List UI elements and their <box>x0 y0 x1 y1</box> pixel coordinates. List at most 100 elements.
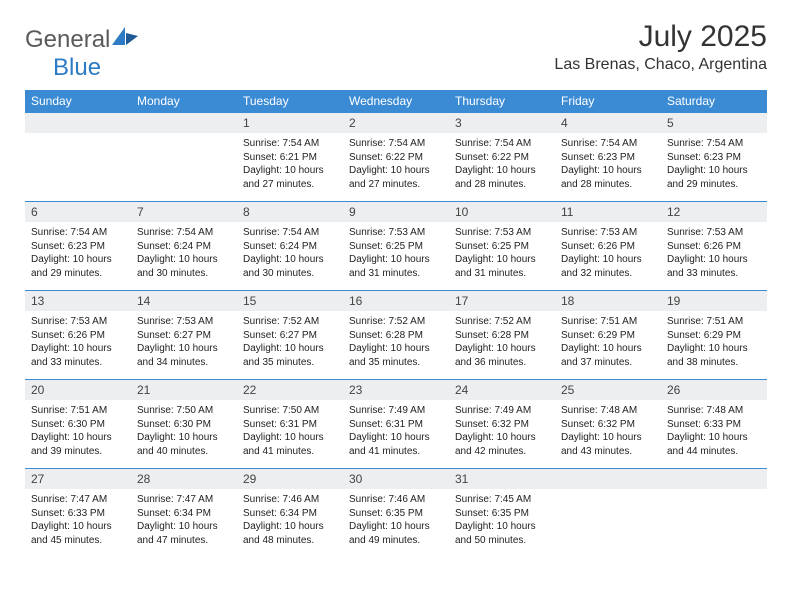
day-number-cell: 10 <box>449 202 555 223</box>
sunrise-line: Sunrise: 7:49 AM <box>349 404 443 418</box>
daynum-row: 6789101112 <box>25 202 767 223</box>
calendar-table: Sunday Monday Tuesday Wednesday Thursday… <box>25 90 767 557</box>
daynum-row: 2728293031 <box>25 469 767 490</box>
daylight-line: Daylight: 10 hours and 35 minutes. <box>349 342 443 369</box>
location-text: Las Brenas, Chaco, Argentina <box>554 56 767 74</box>
sunrise-line: Sunrise: 7:48 AM <box>667 404 761 418</box>
daylight-line: Daylight: 10 hours and 36 minutes. <box>455 342 549 369</box>
sunset-line: Sunset: 6:35 PM <box>349 507 443 521</box>
logo-sail-icon <box>112 27 138 47</box>
day-number-cell <box>131 113 237 134</box>
day-details-cell: Sunrise: 7:53 AMSunset: 6:25 PMDaylight:… <box>343 222 449 291</box>
sunrise-line: Sunrise: 7:53 AM <box>349 226 443 240</box>
day-details-cell: Sunrise: 7:53 AMSunset: 6:25 PMDaylight:… <box>449 222 555 291</box>
sunrise-line: Sunrise: 7:45 AM <box>455 493 549 507</box>
sunset-line: Sunset: 6:31 PM <box>349 418 443 432</box>
day-number-cell: 26 <box>661 380 767 401</box>
sunrise-line: Sunrise: 7:50 AM <box>137 404 231 418</box>
day-details-cell: Sunrise: 7:51 AMSunset: 6:29 PMDaylight:… <box>661 311 767 380</box>
day-details-cell <box>555 489 661 557</box>
sunset-line: Sunset: 6:29 PM <box>561 329 655 343</box>
details-row: Sunrise: 7:54 AMSunset: 6:23 PMDaylight:… <box>25 222 767 291</box>
sunset-line: Sunset: 6:34 PM <box>137 507 231 521</box>
daylight-line: Daylight: 10 hours and 27 minutes. <box>243 164 337 191</box>
sunset-line: Sunset: 6:28 PM <box>455 329 549 343</box>
sunrise-line: Sunrise: 7:51 AM <box>561 315 655 329</box>
daylight-line: Daylight: 10 hours and 47 minutes. <box>137 520 231 547</box>
daylight-line: Daylight: 10 hours and 39 minutes. <box>31 431 125 458</box>
sunset-line: Sunset: 6:23 PM <box>667 151 761 165</box>
daylight-line: Daylight: 10 hours and 28 minutes. <box>455 164 549 191</box>
daynum-row: 13141516171819 <box>25 291 767 312</box>
weekday-header: Thursday <box>449 90 555 113</box>
daylight-line: Daylight: 10 hours and 44 minutes. <box>667 431 761 458</box>
sunset-line: Sunset: 6:27 PM <box>243 329 337 343</box>
daylight-line: Daylight: 10 hours and 32 minutes. <box>561 253 655 280</box>
sunrise-line: Sunrise: 7:53 AM <box>667 226 761 240</box>
daylight-line: Daylight: 10 hours and 30 minutes. <box>243 253 337 280</box>
sunrise-line: Sunrise: 7:47 AM <box>137 493 231 507</box>
day-number-cell: 8 <box>237 202 343 223</box>
daylight-line: Daylight: 10 hours and 30 minutes. <box>137 253 231 280</box>
day-details-cell: Sunrise: 7:52 AMSunset: 6:28 PMDaylight:… <box>449 311 555 380</box>
day-number-cell: 24 <box>449 380 555 401</box>
day-number-cell: 19 <box>661 291 767 312</box>
day-number-cell: 11 <box>555 202 661 223</box>
day-number-cell: 28 <box>131 469 237 490</box>
sunset-line: Sunset: 6:33 PM <box>667 418 761 432</box>
day-number-cell: 23 <box>343 380 449 401</box>
sunset-line: Sunset: 6:34 PM <box>243 507 337 521</box>
day-details-cell: Sunrise: 7:48 AMSunset: 6:33 PMDaylight:… <box>661 400 767 469</box>
month-title: July 2025 <box>554 20 767 54</box>
day-details-cell: Sunrise: 7:52 AMSunset: 6:28 PMDaylight:… <box>343 311 449 380</box>
day-number-cell: 12 <box>661 202 767 223</box>
sunrise-line: Sunrise: 7:52 AM <box>349 315 443 329</box>
sunrise-line: Sunrise: 7:54 AM <box>349 137 443 151</box>
sunrise-line: Sunrise: 7:53 AM <box>137 315 231 329</box>
day-details-cell: Sunrise: 7:53 AMSunset: 6:26 PMDaylight:… <box>555 222 661 291</box>
sunrise-line: Sunrise: 7:52 AM <box>243 315 337 329</box>
sunrise-line: Sunrise: 7:46 AM <box>349 493 443 507</box>
weekday-header: Wednesday <box>343 90 449 113</box>
daylight-line: Daylight: 10 hours and 35 minutes. <box>243 342 337 369</box>
details-row: Sunrise: 7:54 AMSunset: 6:21 PMDaylight:… <box>25 133 767 202</box>
day-details-cell: Sunrise: 7:51 AMSunset: 6:29 PMDaylight:… <box>555 311 661 380</box>
sunset-line: Sunset: 6:27 PM <box>137 329 231 343</box>
day-details-cell: Sunrise: 7:54 AMSunset: 6:23 PMDaylight:… <box>25 222 131 291</box>
daylight-line: Daylight: 10 hours and 29 minutes. <box>667 164 761 191</box>
day-number-cell: 2 <box>343 113 449 134</box>
daynum-row: 20212223242526 <box>25 380 767 401</box>
day-number-cell <box>25 113 131 134</box>
daylight-line: Daylight: 10 hours and 43 minutes. <box>561 431 655 458</box>
day-details-cell: Sunrise: 7:47 AMSunset: 6:34 PMDaylight:… <box>131 489 237 557</box>
sunset-line: Sunset: 6:22 PM <box>455 151 549 165</box>
sunrise-line: Sunrise: 7:54 AM <box>31 226 125 240</box>
sunrise-line: Sunrise: 7:54 AM <box>455 137 549 151</box>
sunset-line: Sunset: 6:29 PM <box>667 329 761 343</box>
weekday-header: Friday <box>555 90 661 113</box>
weekday-header: Sunday <box>25 90 131 113</box>
day-number-cell: 4 <box>555 113 661 134</box>
daylight-line: Daylight: 10 hours and 31 minutes. <box>349 253 443 280</box>
sunrise-line: Sunrise: 7:51 AM <box>31 404 125 418</box>
day-number-cell: 21 <box>131 380 237 401</box>
daylight-line: Daylight: 10 hours and 41 minutes. <box>243 431 337 458</box>
sunset-line: Sunset: 6:23 PM <box>31 240 125 254</box>
sunset-line: Sunset: 6:35 PM <box>455 507 549 521</box>
sunset-line: Sunset: 6:26 PM <box>561 240 655 254</box>
daylight-line: Daylight: 10 hours and 40 minutes. <box>137 431 231 458</box>
day-number-cell: 7 <box>131 202 237 223</box>
sunrise-line: Sunrise: 7:52 AM <box>455 315 549 329</box>
day-details-cell: Sunrise: 7:53 AMSunset: 6:27 PMDaylight:… <box>131 311 237 380</box>
day-details-cell: Sunrise: 7:54 AMSunset: 6:21 PMDaylight:… <box>237 133 343 202</box>
weekday-header: Tuesday <box>237 90 343 113</box>
daynum-row: 12345 <box>25 113 767 134</box>
sunset-line: Sunset: 6:30 PM <box>137 418 231 432</box>
sunrise-line: Sunrise: 7:54 AM <box>243 226 337 240</box>
day-details-cell <box>25 133 131 202</box>
daylight-line: Daylight: 10 hours and 27 minutes. <box>349 164 443 191</box>
brand-logo: General Blue <box>25 20 138 82</box>
sunrise-line: Sunrise: 7:53 AM <box>31 315 125 329</box>
day-details-cell: Sunrise: 7:54 AMSunset: 6:23 PMDaylight:… <box>661 133 767 202</box>
daylight-line: Daylight: 10 hours and 49 minutes. <box>349 520 443 547</box>
